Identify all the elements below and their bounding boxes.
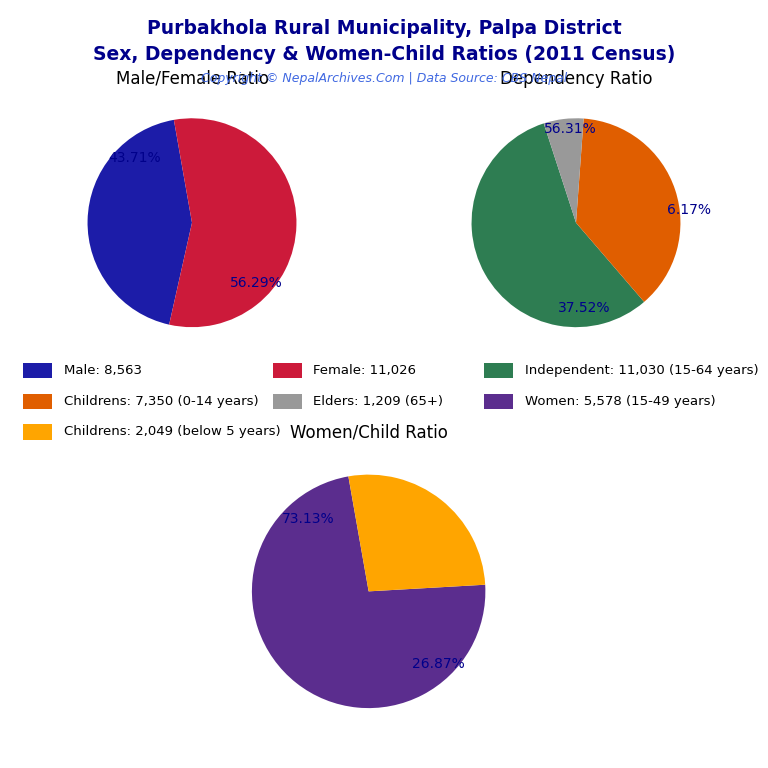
Text: 37.52%: 37.52% <box>558 301 611 316</box>
Wedge shape <box>349 475 485 591</box>
Title: Dependency Ratio: Dependency Ratio <box>500 70 652 88</box>
Text: Copyright © NepalArchives.Com | Data Source: CBS Nepal: Copyright © NepalArchives.Com | Data Sou… <box>201 72 567 85</box>
Wedge shape <box>169 118 296 327</box>
Title: Women/Child Ratio: Women/Child Ratio <box>290 423 448 441</box>
Title: Male/Female Ratio: Male/Female Ratio <box>115 70 269 88</box>
Text: 6.17%: 6.17% <box>667 204 711 217</box>
Bar <box>23 424 52 439</box>
Text: Female: 11,026: Female: 11,026 <box>313 364 416 377</box>
Text: Male: 8,563: Male: 8,563 <box>64 364 142 377</box>
Text: Childrens: 7,350 (0-14 years): Childrens: 7,350 (0-14 years) <box>64 395 258 408</box>
Text: Purbakhola Rural Municipality, Palpa District: Purbakhola Rural Municipality, Palpa Dis… <box>147 19 621 38</box>
Wedge shape <box>472 124 644 327</box>
Wedge shape <box>88 120 192 325</box>
Bar <box>273 394 302 409</box>
Text: 73.13%: 73.13% <box>282 512 334 526</box>
Text: Childrens: 2,049 (below 5 years): Childrens: 2,049 (below 5 years) <box>64 425 280 439</box>
Text: Elders: 1,209 (65+): Elders: 1,209 (65+) <box>313 395 443 408</box>
Bar <box>23 363 52 379</box>
Wedge shape <box>252 476 485 708</box>
Bar <box>484 394 513 409</box>
Text: 43.71%: 43.71% <box>108 151 161 165</box>
Bar <box>273 363 302 379</box>
Text: 56.31%: 56.31% <box>545 121 598 136</box>
Text: Sex, Dependency & Women-Child Ratios (2011 Census): Sex, Dependency & Women-Child Ratios (20… <box>93 45 675 64</box>
Text: 56.29%: 56.29% <box>230 276 283 290</box>
Wedge shape <box>544 118 584 223</box>
Text: 26.87%: 26.87% <box>412 657 465 670</box>
Bar <box>484 363 513 379</box>
Text: Women: 5,578 (15-49 years): Women: 5,578 (15-49 years) <box>525 395 715 408</box>
Text: Independent: 11,030 (15-64 years): Independent: 11,030 (15-64 years) <box>525 364 758 377</box>
Bar <box>23 394 52 409</box>
Wedge shape <box>576 118 680 302</box>
